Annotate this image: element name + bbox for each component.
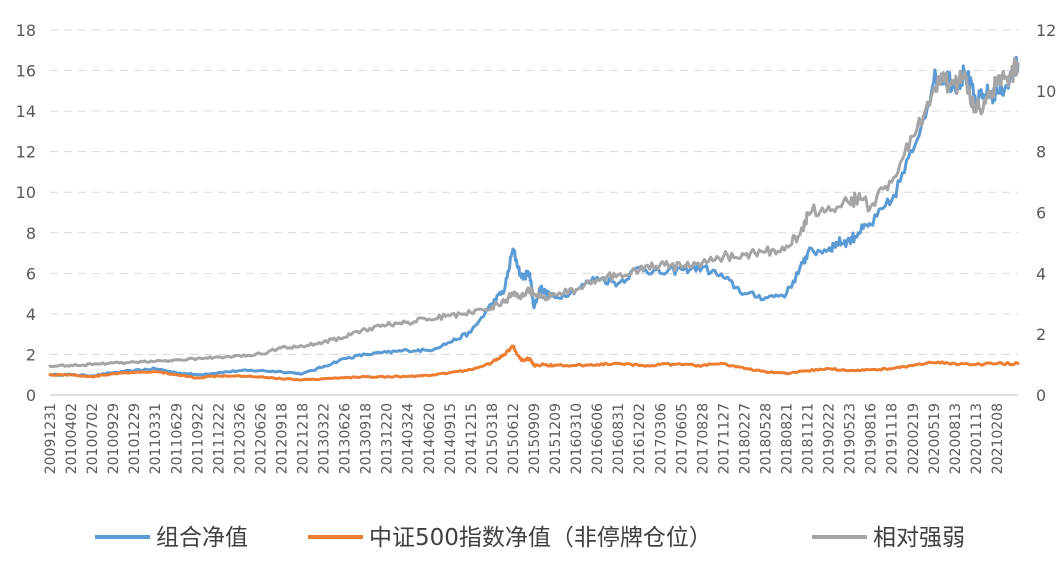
x-tick-label: 20151209 (548, 403, 564, 474)
left-y-tick-label: 4 (26, 305, 36, 324)
left-y-tick-label: 18 (16, 21, 36, 40)
left-y-tick-label: 10 (16, 183, 36, 202)
x-tick-label: 20100929 (106, 403, 122, 474)
x-tick-label: 20131220 (380, 403, 396, 474)
x-tick-label: 20150909 (527, 403, 543, 474)
x-tick-label: 20100702 (85, 403, 101, 474)
x-tick-label: 20160831 (611, 403, 627, 474)
x-tick-label: 20130322 (317, 403, 333, 474)
x-tick-label: 20130626 (338, 403, 354, 474)
left-y-axis: 0 2 4 6 8 10 12 14 16 18 (16, 21, 36, 405)
x-tick-label: 20140324 (401, 403, 417, 474)
right-y-tick-label: 0 (1036, 386, 1046, 405)
x-tick-label: 20091231 (43, 403, 59, 474)
x-tick-label: 20110331 (148, 403, 164, 474)
series-line-1 (48, 344, 1020, 382)
x-tick-label: 20160606 (590, 403, 606, 474)
left-y-tick-label: 2 (26, 345, 36, 364)
x-tick-label: 20110629 (169, 403, 185, 474)
x-tick-label: 20130918 (359, 403, 375, 474)
x-tick-label: 20120626 (253, 403, 269, 474)
x-tick-label: 20120326 (232, 403, 248, 474)
x-tick-label: 20150612 (506, 403, 522, 474)
legend-item: 相对强弱 (812, 525, 965, 551)
x-tick-label: 20171127 (716, 403, 732, 474)
grid-layer (50, 29, 1018, 355)
x-tick-label: 20150318 (485, 403, 501, 474)
right-y-tick-label: 8 (1036, 143, 1046, 162)
x-tick-label: 20110922 (190, 403, 206, 474)
x-axis: 20091231 20100402 20100702 20100929 20101229… (43, 394, 1018, 474)
legend-label: 组合净值 (156, 525, 248, 551)
x-tick-label: 20180821 (780, 403, 796, 474)
right-y-tick-label: 12 (1036, 21, 1056, 40)
x-tick-label: 20121218 (296, 403, 312, 474)
left-y-tick-label: 0 (26, 386, 36, 405)
x-tick-label: 20170828 (695, 403, 711, 474)
x-tick-label: 20101229 (127, 403, 143, 474)
legend-label: 相对强弱 (873, 525, 965, 551)
x-tick-label: 20210208 (990, 403, 1006, 474)
x-tick-label: 20140620 (422, 403, 438, 474)
left-y-tick-label: 6 (26, 264, 36, 283)
x-tick-label: 20191118 (885, 403, 901, 474)
left-y-tick-label: 12 (16, 143, 36, 162)
left-y-tick-label: 16 (16, 62, 36, 81)
right-y-axis: 0 2 4 6 8 10 12 (1036, 21, 1056, 405)
x-tick-label: 20190523 (843, 403, 859, 474)
legend-item: 中证500指数净值（非停牌仓位） (308, 525, 712, 551)
x-tick-label: 20190222 (822, 403, 838, 474)
x-tick-label: 20190816 (864, 403, 880, 474)
x-tick-label: 20181121 (801, 403, 817, 474)
x-tick-label: 20170605 (674, 403, 690, 474)
right-y-tick-label: 4 (1036, 264, 1046, 283)
legend-label: 中证500指数净值（非停牌仓位） (369, 525, 712, 551)
right-y-tick-label: 2 (1036, 325, 1046, 344)
x-tick-label: 20180528 (758, 403, 774, 474)
left-y-tick-label: 14 (16, 102, 36, 121)
series-line-0 (48, 55, 1020, 378)
x-tick-label: 20200519 (927, 403, 943, 474)
x-tick-label: 20180227 (737, 403, 753, 474)
right-y-tick-label: 6 (1036, 204, 1046, 223)
x-tick-label: 20100402 (64, 403, 80, 474)
x-tick-label: 20170306 (653, 403, 669, 474)
x-tick-label: 20140915 (443, 403, 459, 474)
right-y-tick-label: 10 (1036, 82, 1056, 101)
legend-item: 组合净值 (95, 525, 248, 551)
x-tick-label: 20120918 (274, 403, 290, 474)
x-tick-label: 20200813 (948, 403, 964, 474)
x-tick-label: 20200219 (906, 403, 922, 474)
left-y-tick-label: 8 (26, 224, 36, 243)
x-tick-label: 20160310 (569, 403, 585, 474)
x-tick-label: 20161202 (632, 403, 648, 474)
series-line-2 (48, 56, 1020, 369)
x-tick-label: 20141215 (464, 403, 480, 474)
legend: 组合净值 中证500指数净值（非停牌仓位） 相对强弱 (95, 525, 965, 551)
series-layer (48, 55, 1020, 382)
x-tick-label: 20201113 (969, 403, 985, 474)
x-tick-label: 20111222 (211, 403, 227, 474)
